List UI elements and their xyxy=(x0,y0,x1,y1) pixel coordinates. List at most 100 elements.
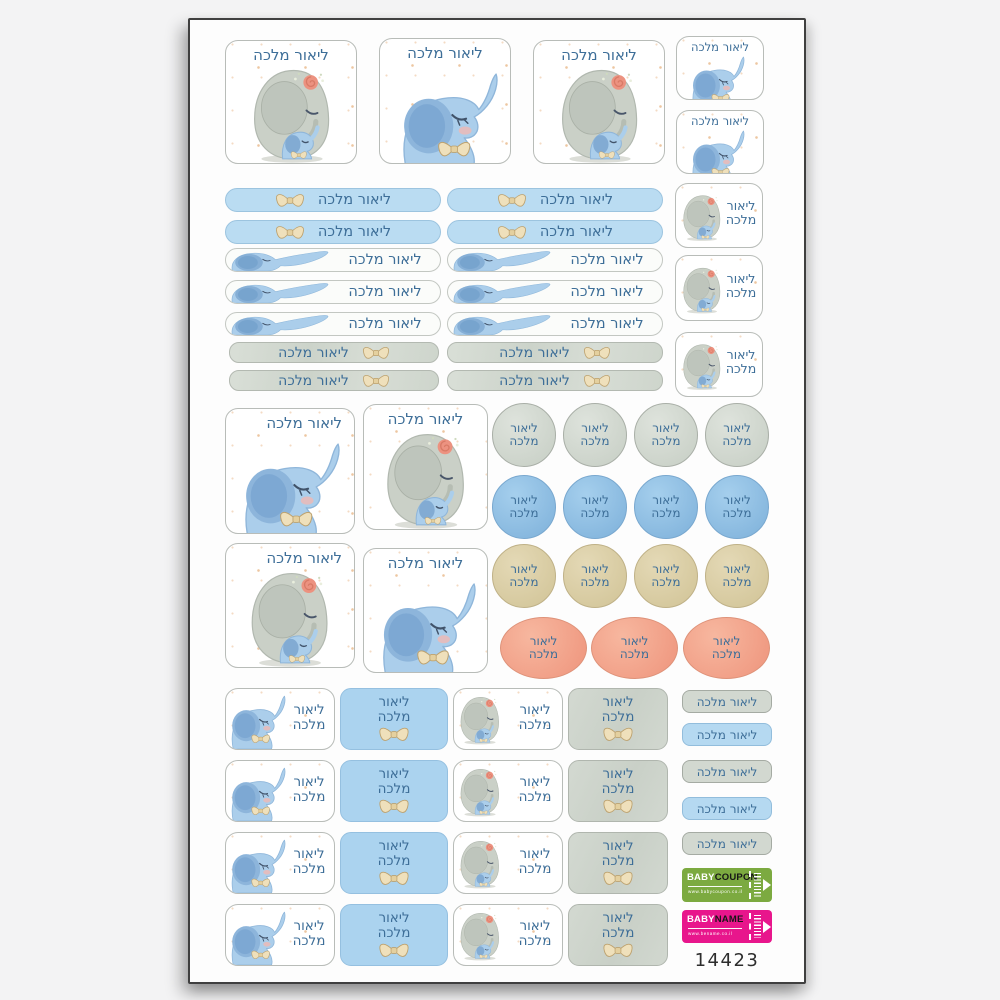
sticker-white-pair: ליאור מלכה xyxy=(453,832,563,894)
sticker-white-elephant: ליאור מלכה xyxy=(225,760,335,822)
name-label-2line: ליאור מלכה xyxy=(377,910,411,941)
babyname-brand-text: BABYNAME xyxy=(687,914,744,925)
babycoupon-logo: BABYCOUPON www.babycoupon.co.il xyxy=(682,868,772,902)
top-sticker-row: ליאור מלכה ליאור מלכה ליאור מלכה ליאור מ… xyxy=(225,36,770,186)
sticker-white-pair: ליאור מלכה xyxy=(453,904,563,966)
sticker-square-elephant-pair: ליאור מלכה xyxy=(225,543,355,668)
name-strip-elephant: ליאור מלכה xyxy=(447,312,663,336)
sticker-small-pair: ליאור מלכה xyxy=(675,332,763,397)
oval-sticker-orange: ליאור מלכה xyxy=(591,617,678,679)
name-label: ליאור מלכה xyxy=(539,192,614,208)
bow-icon xyxy=(275,192,305,209)
elephant-pair-illustration xyxy=(454,905,506,965)
bow-icon xyxy=(602,942,634,959)
sticker-large-elephant-solo: ליאור מלכה xyxy=(379,38,511,164)
mini-pill-gray: ליאור מלכה xyxy=(682,690,772,713)
name-label-2line: ליאור מלכה xyxy=(725,347,757,376)
blue-elephant-illustration xyxy=(388,65,504,164)
elephant-pair-illustration xyxy=(547,62,653,164)
name-label-2line: ליאור מלכה xyxy=(292,846,326,877)
name-strip-elephant: ליאור מלכה xyxy=(447,248,663,272)
name-label-2line: ליאור מלכה xyxy=(292,702,326,733)
name-label-2line: ליאור מלכה xyxy=(601,910,635,941)
round-sticker-tan: ליאור מלכה xyxy=(492,544,556,608)
sticker-small-elephant: ליאור מלכה xyxy=(676,36,764,100)
name-strip-gray: ליאור מלכה xyxy=(229,342,439,363)
blue-elephant-illustration xyxy=(225,907,288,965)
elephant-pair-illustration xyxy=(237,565,343,668)
sticker-white-elephant: ליאור מלכה xyxy=(225,832,335,894)
elephant-pair-illustration xyxy=(454,761,506,821)
blue-elephant-illustration xyxy=(368,575,482,673)
sticker-small-pair: ליאור מלכה xyxy=(675,255,763,321)
bow-icon xyxy=(497,192,527,209)
sticker-blue-bow: ליאור מלכה xyxy=(340,904,448,966)
name-label: ליאור מלכה xyxy=(387,410,464,428)
name-strip-elephant: ליאור מלכה xyxy=(225,248,441,272)
elephant-head-illustration xyxy=(450,282,566,303)
name-label-2line: ליאור מלכה xyxy=(601,694,635,725)
name-strips-section: ליאור מלכה ליאור מלכה ליאור מלכה ליאור מ… xyxy=(225,183,770,416)
elephant-pair-illustration xyxy=(239,62,345,164)
name-label: ליאור מלכה xyxy=(570,316,644,332)
name-label: ליאור מלכה xyxy=(690,40,750,54)
sticker-gray-bow: ליאור מלכה xyxy=(568,904,668,966)
name-label-2line: ליאור מלכה xyxy=(725,198,757,227)
bow-icon xyxy=(275,224,305,241)
name-label: ליאור מלכה xyxy=(348,284,422,300)
name-label: ליאור מלכה xyxy=(499,372,570,389)
sticker-white-elephant: ליאור מלכה xyxy=(225,904,335,966)
elephant-head-illustration xyxy=(450,314,566,335)
bow-icon xyxy=(583,345,611,361)
name-label: ליאור מלכה xyxy=(499,344,570,361)
round-sticker-tan: ליאור מלכה xyxy=(563,544,627,608)
sticker-large-elephant-pair: ליאור מלכה xyxy=(533,40,665,164)
sticker-gray-bow: ליאור מלכה xyxy=(568,832,668,894)
name-label-2line: ליאור מלכה xyxy=(601,838,635,869)
round-sticker-blue: ליאור מלכה xyxy=(634,475,698,539)
sticker-sheet: ליאור מלכה ליאור מלכה ליאור מלכה ליאור מ… xyxy=(188,18,806,984)
name-label-2line: ליאור מלכה xyxy=(377,766,411,797)
name-strip-blue: ליאור מלכה xyxy=(225,220,441,244)
bow-icon xyxy=(602,726,634,743)
barcode-icon xyxy=(754,873,761,897)
sticker-blue-bow: ליאור מלכה xyxy=(340,688,448,750)
ticket-dash-divider xyxy=(749,871,751,899)
name-label-2line: ליאור מלכה xyxy=(292,774,326,805)
name-label: ליאור מלכה xyxy=(348,316,422,332)
sticker-blue-bow: ליאור מלכה xyxy=(340,760,448,822)
round-sticker-gray: ליאור מלכה xyxy=(492,403,556,467)
elephant-head-illustration xyxy=(228,250,344,271)
name-label-2line: ליאור מלכה xyxy=(518,846,552,877)
round-sticker-gray: ליאור מלכה xyxy=(563,403,627,467)
round-sticker-blue: ליאור מלכה xyxy=(705,475,769,539)
sticker-square-elephant-solo: ליאור מלכה xyxy=(363,548,488,673)
bow-icon xyxy=(378,870,410,887)
babyname-logo: BABYNAME www.bename.co.il xyxy=(682,910,772,943)
name-label-2line: ליאור מלכה xyxy=(601,766,635,797)
squares-and-circles-section: ליאור מלכה ליאור מלכה ליאור מלכה ליאור מ… xyxy=(225,402,770,687)
sticker-square-elephant-solo: ליאור מלכה xyxy=(225,408,355,534)
blue-elephant-illustration xyxy=(225,691,288,749)
elephant-pair-illustration xyxy=(677,258,727,320)
babycoupon-brand-text: BABYCOUPON xyxy=(687,872,758,883)
name-strip-gray: ליאור מלכה xyxy=(447,370,663,391)
name-label: ליאור מלכה xyxy=(690,114,750,128)
name-label: ליאור מלכה xyxy=(278,372,349,389)
elephant-pair-illustration xyxy=(454,833,506,893)
elephant-head-illustration xyxy=(450,250,566,271)
name-strip-elephant: ליאור מלכה xyxy=(225,280,441,304)
sticker-white-elephant: ליאור מלכה xyxy=(225,688,335,750)
elephant-pair-illustration xyxy=(677,186,727,247)
name-label-2line: ליאור מלכה xyxy=(518,774,552,805)
babyname-url: www.bename.co.il xyxy=(688,928,742,936)
mini-pill-gray: ליאור מלכה xyxy=(682,760,772,783)
sticker-small-pair: ליאור מלכה xyxy=(675,183,763,248)
bow-icon xyxy=(602,798,634,815)
name-label: ליאור מלכה xyxy=(278,344,349,361)
name-label: ליאור מלכה xyxy=(407,44,483,62)
name-strip-blue: ליאור מלכה xyxy=(225,188,441,212)
name-label: ליאור מלכה xyxy=(266,414,342,432)
name-strip-blue: ליאור מלכה xyxy=(447,188,663,212)
blue-elephant-illustration xyxy=(685,52,747,100)
